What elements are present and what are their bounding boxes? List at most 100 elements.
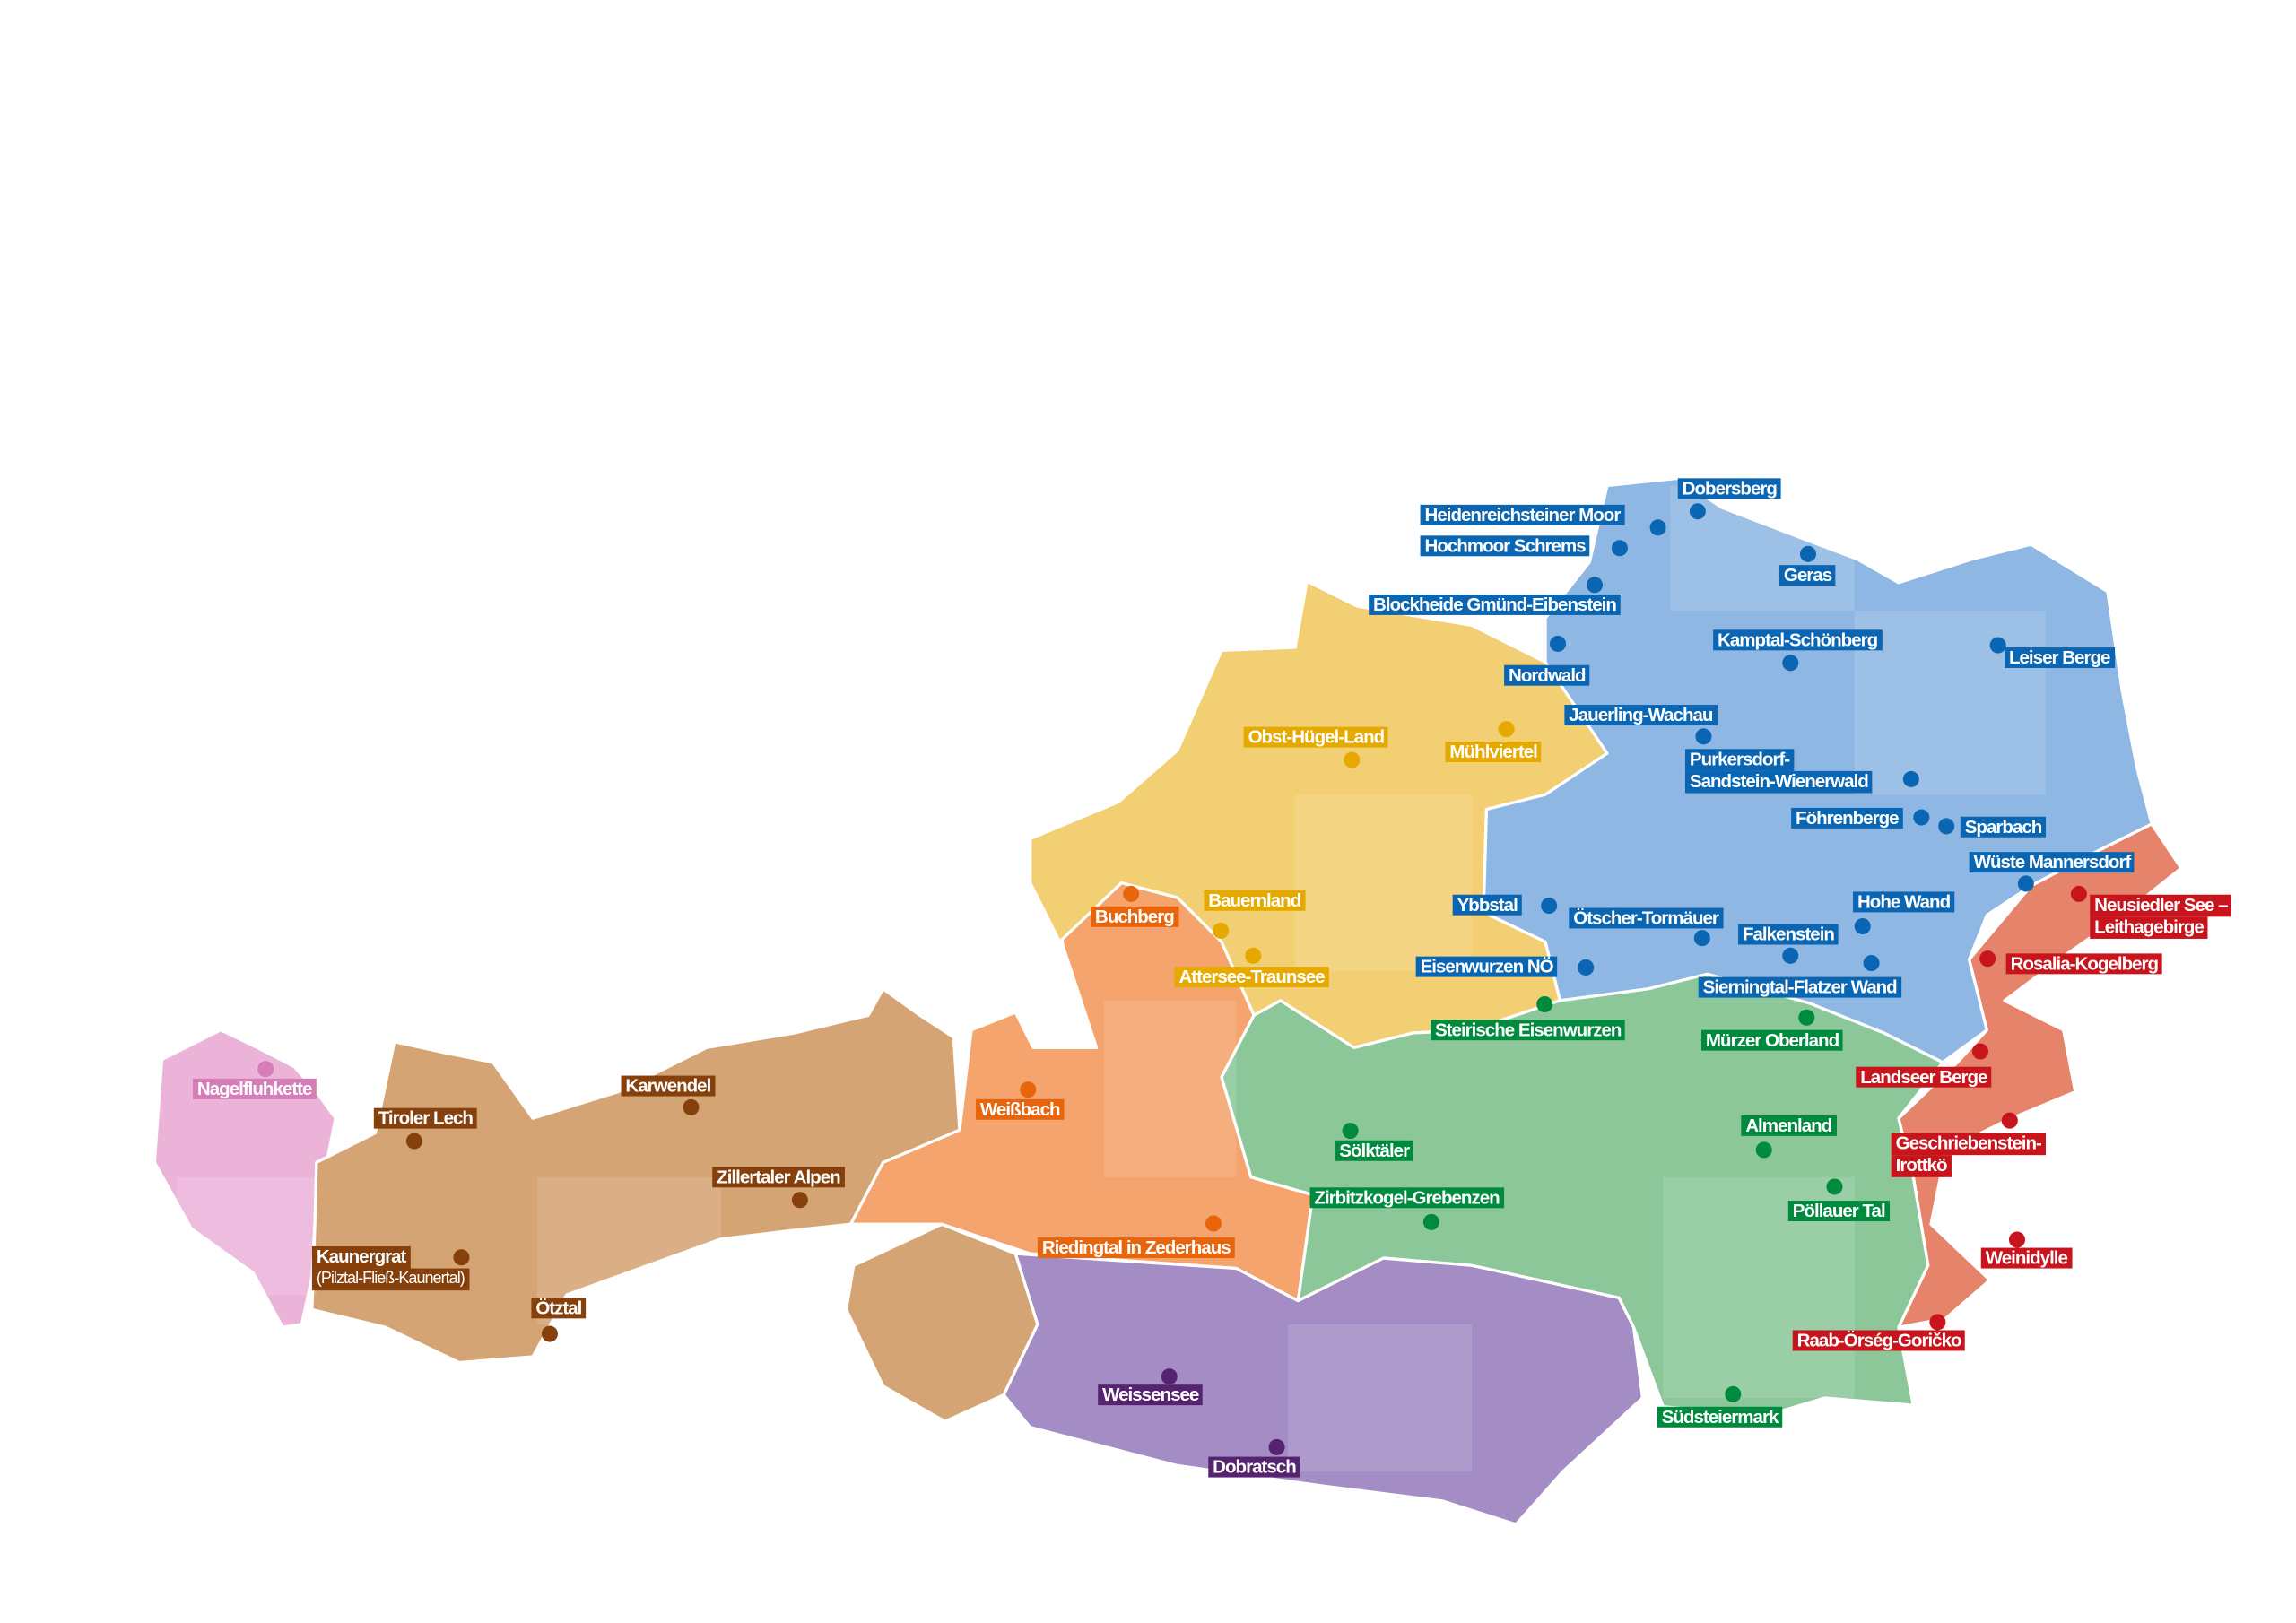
location-marker-icon[interactable] (1341, 1122, 1358, 1139)
area-label-kamptal-schönberg[interactable]: Kamptal-Schönberg (1713, 629, 1883, 652)
location-marker-icon[interactable] (1689, 502, 1706, 519)
area-label-jauerling-wachau[interactable]: Jauerling-Wachau (1564, 705, 1718, 727)
location-marker-icon[interactable] (1019, 1081, 1036, 1098)
location-marker-icon[interactable] (1692, 929, 1710, 946)
location-marker-icon[interactable] (1781, 654, 1798, 671)
area-label-nagelfluhkette[interactable]: Nagelfluhkette (192, 1078, 317, 1101)
location-marker-icon[interactable] (1971, 1042, 1988, 1059)
area-label-purkersdorf[interactable]: Purkersdorf- Sandstein-Wienerwald (1684, 749, 1873, 794)
location-marker-icon[interactable] (1205, 1214, 1222, 1231)
location-marker-icon[interactable] (1694, 727, 1711, 744)
area-label-mürzer-oberland[interactable]: Mürzer Oberland (1700, 1029, 1844, 1053)
area-name: Ötscher-Tormäuer (1569, 907, 1723, 929)
location-marker-icon[interactable] (2070, 885, 2087, 902)
area-label-nordwald[interactable]: Nordwald (1504, 664, 1590, 688)
area-label-weinidylle[interactable]: Weinidylle (1980, 1247, 2072, 1271)
area-name: Neusiedler See – (2090, 894, 2232, 917)
area-label-weißbach[interactable]: Weißbach (975, 1098, 1065, 1122)
area-name: Buchberg (1090, 906, 1178, 927)
area-label-obst-hügel-land[interactable]: Obst-Hügel-Land (1243, 726, 1389, 750)
location-marker-icon[interactable] (1244, 946, 1261, 964)
area-label-zillertaler-alpen[interactable]: Zillertaler Alpen (712, 1167, 845, 1189)
location-marker-icon[interactable] (257, 1060, 274, 1077)
location-marker-icon[interactable] (1988, 636, 2005, 653)
area-label-bauernland[interactable]: Bauernland (1204, 890, 1306, 913)
area-label-südsteiermark[interactable]: Südsteiermark (1657, 1406, 1783, 1429)
location-marker-icon[interactable] (1797, 1008, 1814, 1025)
location-marker-icon[interactable] (1343, 751, 1360, 768)
location-marker-icon[interactable] (541, 1324, 558, 1341)
location-marker-icon[interactable] (2000, 1111, 2017, 1128)
area-label-geras[interactable]: Geras (1779, 565, 1837, 587)
location-marker-icon[interactable] (1937, 817, 1954, 834)
area-label-ötscher-tormäuer[interactable]: Ötscher-Tormäuer (1569, 907, 1723, 930)
location-marker-icon[interactable] (1901, 770, 1919, 787)
area-label-riedingtal-in-zederhaus[interactable]: Riedingtal in Zederhaus (1037, 1237, 1235, 1260)
area-label-ötztal[interactable]: Ötztal (531, 1298, 587, 1320)
location-marker-icon[interactable] (791, 1191, 808, 1208)
location-marker-icon[interactable] (1648, 518, 1665, 535)
location-marker-icon[interactable] (1267, 1438, 1284, 1455)
area-label-buchberg[interactable]: Buchberg (1090, 906, 1178, 929)
area-label-neusiedler-see[interactable]: Neusiedler See – Leithagebirge (2090, 894, 2232, 939)
area-label-sierningtal-flatzer-wand[interactable]: Sierningtal-Flatzer Wand (1698, 976, 1901, 1000)
location-marker-icon[interactable] (1781, 946, 1798, 964)
area-label-blockheide-gmünd-eibenstein[interactable]: Blockheide Gmünd-Eibenstein (1369, 594, 1621, 617)
area-label-sparbach[interactable]: Sparbach (1960, 816, 2047, 839)
location-marker-icon[interactable] (1979, 950, 1996, 967)
area-label-mühlviertel[interactable]: Mühlviertel (1445, 742, 1542, 764)
location-marker-icon[interactable] (2008, 1230, 2025, 1247)
area-label-falkenstein[interactable]: Falkenstein (1738, 924, 1839, 947)
area-label-eisenwurzen-nö[interactable]: Eisenwurzen NÖ (1415, 956, 1558, 979)
area-label-leiser-berge[interactable]: Leiser Berge (2005, 647, 2115, 670)
location-marker-icon[interactable] (1853, 917, 1870, 934)
location-marker-icon[interactable] (1497, 720, 1514, 737)
area-label-dobersberg[interactable]: Dobersberg (1677, 478, 1781, 500)
region-carinthia (1002, 1252, 1644, 1526)
location-marker-icon[interactable] (1422, 1213, 1439, 1230)
area-label-heidenreichsteiner-moor[interactable]: Heidenreichsteiner Moor (1420, 504, 1625, 527)
area-label-kaunergrat[interactable]: Kaunergrat (Pilztal-Fließ-Kaunertal) (311, 1245, 469, 1291)
location-marker-icon[interactable] (405, 1132, 422, 1149)
location-marker-icon[interactable] (2016, 874, 2034, 891)
area-label-tiroler-lech[interactable]: Tiroler Lech (373, 1107, 477, 1131)
area-label-rosalia-kogelberg[interactable]: Rosalia-Kogelberg (2005, 953, 2163, 976)
location-marker-icon[interactable] (1825, 1177, 1842, 1194)
location-marker-icon[interactable] (1535, 995, 1552, 1012)
area-label-sölktäler[interactable]: Sölktäler (1335, 1140, 1414, 1163)
location-marker-icon[interactable] (452, 1248, 469, 1265)
area-label-weissensee[interactable]: Weissensee (1098, 1384, 1204, 1407)
location-marker-icon[interactable] (1799, 544, 1816, 562)
area-label-raab-örs-g-gori-ko[interactable]: Raab-Örség-Goričko (1792, 1330, 1966, 1352)
area-label-föhrenberge[interactable]: Föhrenberge (1791, 807, 1903, 830)
area-label-ybbstal[interactable]: Ybbstal (1452, 894, 1522, 917)
location-marker-icon[interactable] (1122, 885, 1139, 902)
area-label-karwendel[interactable]: Karwendel (621, 1075, 716, 1098)
area-label-hohe-wand[interactable]: Hohe Wand (1853, 891, 1955, 914)
area-label-pöllauer-tal[interactable]: Pöllauer Tal (1787, 1201, 1890, 1223)
area-name: Rosalia-Kogelberg (2005, 953, 2163, 975)
area-label-attersee-traunsee[interactable]: Attersee-Traunsee (1174, 967, 1329, 989)
area-label-zirbitzkogel-grebenzen[interactable]: Zirbitzkogel-Grebenzen (1309, 1187, 1504, 1210)
location-marker-icon[interactable] (1577, 959, 1594, 976)
location-marker-icon[interactable] (1586, 576, 1603, 593)
area-label-hochmoor-schrems[interactable]: Hochmoor Schrems (1420, 535, 1590, 558)
area-label-wüste-mannersdorf[interactable]: Wüste Mannersdorf (1969, 852, 2135, 874)
location-marker-icon[interactable] (1540, 897, 1557, 914)
location-marker-icon[interactable] (1724, 1385, 1741, 1402)
area-label-geschriebenstein[interactable]: Geschriebenstein- Irottkö (1891, 1133, 2046, 1177)
location-marker-icon[interactable] (1912, 808, 1929, 825)
area-name: Nordwald (1504, 664, 1590, 686)
area-label-steirische-eisenwurzen[interactable]: Steirische Eisenwurzen (1431, 1020, 1626, 1042)
location-marker-icon[interactable] (1160, 1367, 1177, 1384)
location-marker-icon[interactable] (1862, 954, 1879, 971)
area-label-dobratsch[interactable]: Dobratsch (1208, 1456, 1300, 1480)
location-marker-icon[interactable] (1611, 539, 1628, 556)
area-label-landseer-berge[interactable]: Landseer Berge (1856, 1066, 1992, 1089)
location-marker-icon[interactable] (1754, 1141, 1771, 1158)
location-marker-icon[interactable] (682, 1098, 699, 1115)
location-marker-icon[interactable] (1549, 635, 1566, 652)
location-marker-icon[interactable] (1928, 1313, 1945, 1330)
area-label-almenland[interactable]: Almenland (1741, 1115, 1837, 1138)
location-marker-icon[interactable] (1212, 922, 1229, 939)
